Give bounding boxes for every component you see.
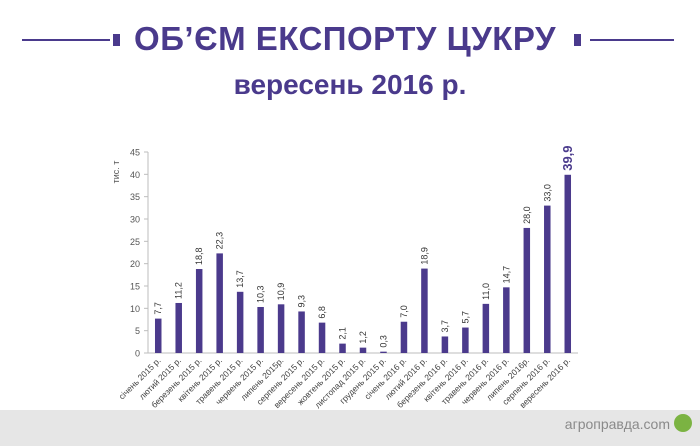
title-marker-right xyxy=(574,34,581,46)
data-label: 5,7 xyxy=(460,311,470,324)
data-label: 0,3 xyxy=(378,335,388,348)
data-label: 18,9 xyxy=(419,247,429,265)
footer-bar xyxy=(0,410,700,446)
bar xyxy=(421,268,428,353)
bar xyxy=(564,174,572,353)
bar xyxy=(441,336,449,353)
bar xyxy=(544,205,551,353)
bar xyxy=(462,327,469,353)
y-tick-label: 40 xyxy=(130,170,140,180)
title-marker-left xyxy=(113,34,120,46)
data-label: 14,7 xyxy=(501,266,511,284)
title-rule-left xyxy=(22,39,110,41)
data-label: 33,0 xyxy=(542,184,552,202)
bar xyxy=(503,287,510,353)
data-label: 2,1 xyxy=(338,327,348,340)
title-rule-right xyxy=(590,39,674,41)
y-tick-label: 35 xyxy=(130,192,140,202)
data-label: 11,0 xyxy=(481,283,491,300)
data-label: 7,0 xyxy=(399,305,409,318)
bar xyxy=(318,322,326,353)
y-tick-label: 15 xyxy=(130,282,140,292)
y-tick-label: 5 xyxy=(135,326,140,336)
data-label: 1,2 xyxy=(358,331,368,344)
bar xyxy=(380,351,387,353)
bar xyxy=(195,269,203,353)
data-label: 39,9 xyxy=(560,145,575,170)
data-label: 11,2 xyxy=(174,282,184,299)
y-tick-label: 0 xyxy=(135,349,140,359)
bar xyxy=(339,343,346,353)
bar xyxy=(236,291,244,353)
bar xyxy=(400,321,408,353)
bar xyxy=(523,227,531,353)
bar xyxy=(175,302,182,353)
site-logo-icon xyxy=(674,414,692,432)
data-label: 28,0 xyxy=(522,206,532,224)
title-area: ОБ’ЄМ ЕКСПОРТУ ЦУКРУ вересень 2016 р. xyxy=(0,0,700,110)
bar xyxy=(277,304,285,353)
y-tick-label: 10 xyxy=(130,304,140,314)
bar xyxy=(298,311,305,353)
bar xyxy=(257,306,264,353)
data-label: 10,3 xyxy=(256,285,266,303)
data-label: 9,3 xyxy=(297,295,307,308)
data-label: 22,3 xyxy=(215,232,225,250)
bar xyxy=(216,253,223,353)
bar xyxy=(482,303,490,353)
watermark-text: агроправда.com xyxy=(564,416,670,432)
bar xyxy=(359,347,367,353)
data-label: 10,9 xyxy=(276,283,286,301)
data-label: 7,7 xyxy=(153,302,163,315)
data-label: 18,8 xyxy=(194,247,204,265)
y-tick-label: 30 xyxy=(130,215,140,225)
chart-subtitle: вересень 2016 р. xyxy=(233,69,467,100)
chart-title: ОБ’ЄМ ЕКСПОРТУ ЦУКРУ xyxy=(134,20,556,57)
data-label: 13,7 xyxy=(235,270,245,288)
y-tick-label: 20 xyxy=(130,259,140,269)
bar xyxy=(154,318,162,353)
y-tick-label: 45 xyxy=(130,148,140,158)
y-tick-label: 25 xyxy=(130,237,140,247)
y-axis-label: тис. т xyxy=(111,161,121,184)
data-label: 3,7 xyxy=(440,320,450,333)
data-label: 6,8 xyxy=(317,306,327,319)
